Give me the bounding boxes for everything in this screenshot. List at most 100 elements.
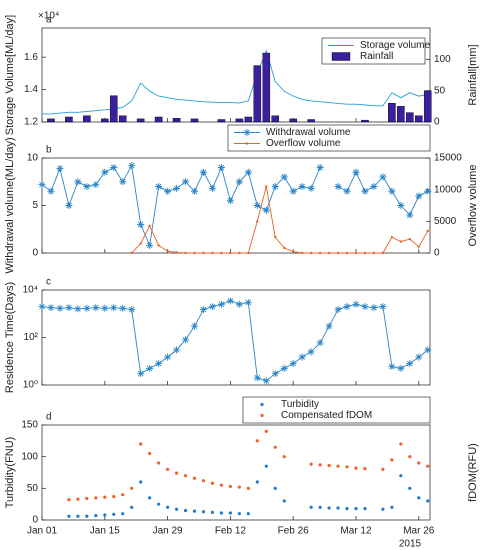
star-marker (38, 303, 46, 311)
rain-bar (154, 116, 163, 123)
y-axis-label: Turbidity(FNU) (4, 437, 16, 509)
rain-bar (172, 118, 181, 123)
x-tick-label: Feb 12 (215, 526, 247, 537)
star-marker (406, 211, 414, 219)
star-marker (56, 164, 64, 172)
y2-tick-label: 5000 (434, 216, 457, 227)
dot-marker (336, 251, 340, 255)
scatter-dot (174, 471, 179, 475)
scatter-dot (228, 484, 232, 489)
scatter-dot (255, 480, 259, 484)
dot-marker (291, 250, 295, 253)
scatter-dot (327, 506, 331, 510)
scatter-dot (255, 439, 259, 443)
y-tick-label: 50 (27, 483, 39, 494)
scatter-dot (157, 461, 161, 465)
star-marker (235, 178, 243, 186)
star-marker (235, 300, 243, 308)
rain-bar (65, 116, 73, 123)
legend-box (242, 396, 431, 424)
dot-marker (229, 251, 232, 255)
scatter-dot (237, 512, 241, 516)
star-marker (361, 187, 369, 195)
dot-marker (265, 185, 268, 188)
rain-bar (118, 115, 127, 123)
star-marker (370, 183, 378, 190)
rain-bar (361, 119, 369, 123)
scatter-dot (309, 462, 313, 466)
rain-bar (423, 90, 432, 123)
panel-label: d (46, 412, 52, 423)
scatter-dot (246, 512, 250, 516)
scatter-dot (237, 485, 241, 489)
scatter-dot (417, 461, 421, 465)
scatter-dot (309, 505, 313, 509)
series-line (41, 300, 429, 382)
star-marker (155, 360, 163, 368)
scatter-dot (417, 496, 421, 500)
dot-marker (372, 251, 376, 255)
star-marker (217, 164, 225, 171)
star-marker (164, 187, 172, 195)
scatter-dot (426, 499, 430, 503)
scatter-dot (426, 464, 430, 468)
star-marker (155, 183, 163, 190)
star-marker (74, 178, 82, 186)
scatter-dot (345, 507, 349, 511)
star-marker (262, 377, 270, 385)
scatter-dot (67, 514, 71, 518)
rain-bar (101, 118, 109, 123)
star-marker (83, 183, 91, 190)
y-exponent: ×10⁴ (38, 11, 59, 22)
scatter-dot (273, 445, 277, 449)
y-tick-label: 0 (32, 515, 38, 526)
dot-marker (327, 251, 331, 255)
star-marker (298, 183, 306, 190)
star-marker (379, 173, 387, 181)
scatter-dot (94, 513, 98, 518)
dot-marker (184, 251, 187, 255)
scatter-dot (327, 463, 331, 468)
dot-marker (381, 251, 385, 255)
y-tick-label: 100 (21, 451, 38, 462)
scatter-dot (112, 494, 116, 499)
scatter-dot (165, 505, 170, 509)
x-tick-label: Jan 29 (153, 526, 183, 537)
star-marker (343, 187, 351, 195)
scatter-dot (363, 467, 367, 471)
star-marker (379, 303, 387, 311)
scatter-dot (318, 505, 322, 509)
scatter-dot (228, 511, 232, 515)
legend-label: Turbidity (281, 399, 319, 410)
rain-bar (414, 115, 423, 123)
star-marker (280, 173, 288, 181)
scatter-dot (264, 429, 268, 433)
scatter-dot (210, 481, 215, 485)
scatter-dot (148, 496, 152, 500)
scatter-dot (219, 483, 224, 487)
panel-label: c (46, 277, 51, 288)
rain-bar (388, 102, 396, 123)
y2-tick-label: 0 (434, 248, 440, 259)
scatter-dot (390, 458, 394, 462)
rain-bar (289, 118, 297, 123)
y-tick-label: 10² (24, 332, 39, 343)
star-marker (415, 353, 423, 361)
star-marker (92, 304, 100, 312)
scatter-dot (390, 505, 394, 509)
star-marker (110, 304, 118, 312)
scatter-dot (192, 509, 197, 513)
y-tick-label: 1.2 (24, 117, 38, 128)
rain-bar (109, 95, 118, 123)
star-marker (226, 197, 234, 205)
dot-marker (363, 251, 367, 255)
rain-bar (190, 118, 199, 123)
panel-label: b (46, 145, 52, 156)
dot-marker (426, 229, 429, 233)
dot-marker (318, 251, 322, 255)
star-marker (146, 364, 154, 372)
